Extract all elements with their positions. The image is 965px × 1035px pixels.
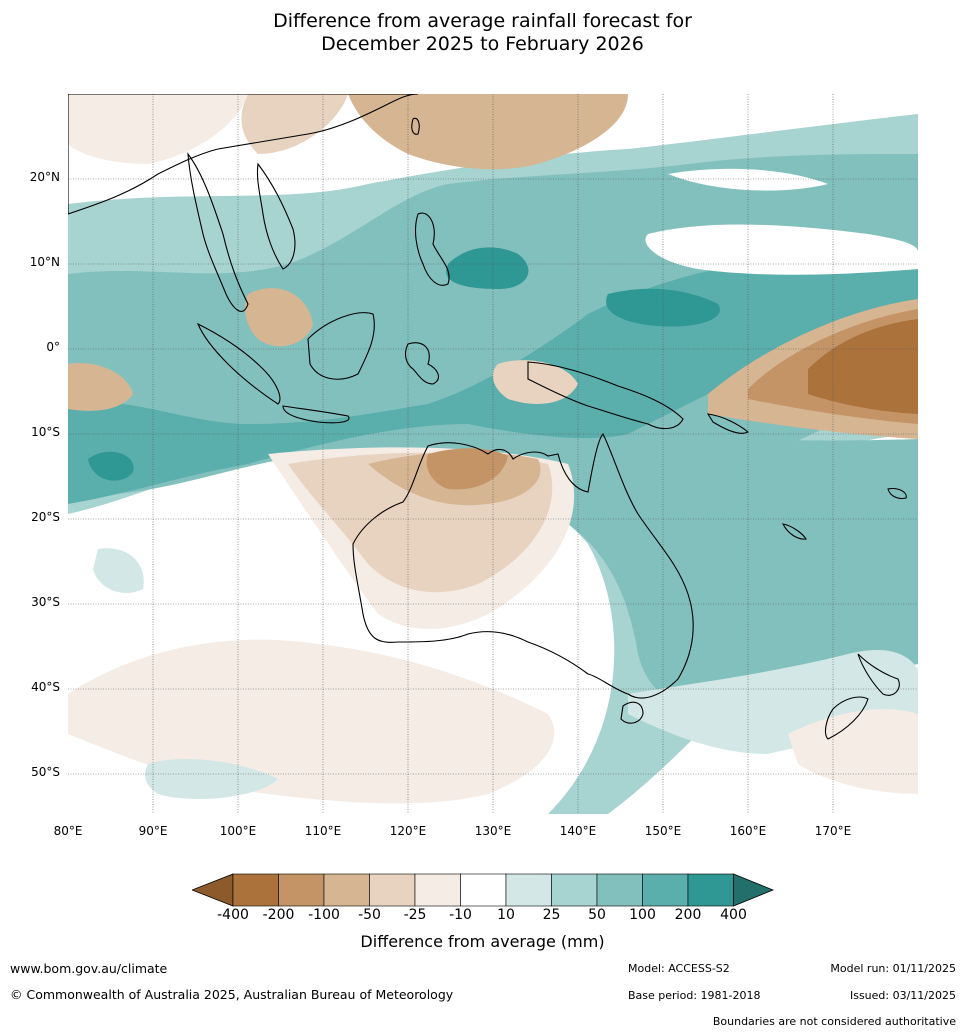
lat-label-0: 0°: [46, 340, 60, 354]
lat-label-50s: 50°S: [31, 765, 60, 779]
lon-label-100e: 100°E: [219, 824, 257, 838]
shade-dry-north: [348, 94, 628, 170]
coastlines: [68, 94, 907, 740]
shade-white-north-pacific: [645, 224, 918, 275]
footer-model-run: Model run: 01/11/2025: [830, 962, 956, 975]
coast-solomon: [706, 413, 750, 434]
shade-wet-core-1: [446, 247, 529, 289]
legend-tick-label: -50: [358, 907, 381, 923]
legend-tick-label: -25: [403, 907, 427, 923]
legend-tick-label: -10: [449, 907, 472, 923]
coast-new-zealand-north: [857, 653, 900, 696]
legend-tick-label: 10: [497, 907, 515, 923]
legend-colorbar: [190, 873, 775, 907]
shade-wet-southern-patch: [145, 759, 278, 799]
footer-disclaimer: Boundaries are not considered authoritat…: [712, 1015, 956, 1028]
title-line-2: December 2025 to February 2026: [321, 33, 644, 55]
shade-dry-pacific-core: [808, 319, 918, 414]
legend-tick-label: -400: [217, 907, 249, 923]
rainfall-map: [68, 94, 918, 814]
lat-label-40s: 40°S: [31, 680, 60, 694]
coast-sulawesi: [404, 342, 439, 385]
coast-sumatra: [196, 322, 281, 405]
lon-label-120e: 120°E: [389, 824, 427, 838]
shade-wet-indian-patch: [93, 548, 144, 593]
colorbar-arrow-right: [733, 873, 775, 907]
shade-dry-north-left: [68, 94, 248, 164]
lon-label-140e: 140°E: [559, 824, 597, 838]
coast-new-caledonia: [782, 523, 807, 540]
lon-label-170e: 170°E: [814, 824, 852, 838]
colorbar-bin-4: [369, 873, 416, 907]
lat-label-30s: 30°S: [31, 595, 60, 609]
lon-label-130e: 130°E: [474, 824, 512, 838]
footer-website: www.bom.gov.au/climate: [10, 961, 168, 976]
colorbar-svg: [190, 873, 775, 907]
lat-label-20n: 20°N: [29, 170, 60, 184]
legend-tick-label: 100: [629, 907, 656, 923]
colorbar-bin-8: [551, 873, 598, 907]
coast-mainland-asia: [68, 94, 419, 215]
lon-label-160e: 160°E: [729, 824, 767, 838]
footer-copyright: © Commonwealth of Australia 2025, Austra…: [10, 987, 454, 1002]
colorbar-bin-10: [642, 873, 689, 907]
legend-tick-label: 400: [720, 907, 747, 923]
shade-dry-southern-east: [788, 709, 918, 794]
shade-wet-core-2: [606, 288, 720, 327]
colorbar-bin-1: [232, 873, 279, 907]
shade-dry-indian-west: [68, 363, 133, 411]
colorbar-bin-2: [278, 873, 325, 907]
legend-tick-label: 50: [588, 907, 606, 923]
colorbar-bin-9: [596, 873, 643, 907]
colorbar-bin-3: [323, 873, 370, 907]
colorbar-bin-7: [505, 873, 552, 907]
coast-indochina: [187, 152, 249, 312]
shade-dry-australia-core: [426, 448, 508, 490]
coast-fiji: [887, 488, 907, 500]
colorbar-bin-5: [414, 873, 461, 907]
colorbar-bin-6: [460, 873, 507, 907]
coast-tasmania: [620, 701, 644, 724]
lat-label-10n: 10°N: [29, 255, 60, 269]
shade-dry-north-light: [241, 94, 348, 154]
coast-java: [282, 405, 350, 424]
coast-new-guinea: [527, 361, 684, 430]
shade-wet-core-3: [88, 451, 134, 481]
shade-dry-borneo: [245, 288, 313, 347]
lon-label-80e: 80°E: [53, 824, 83, 838]
footer-base-period: Base period: 1981-2018: [628, 989, 761, 1002]
coast-taiwan: [411, 117, 420, 135]
legend-tick-label: 200: [674, 907, 702, 923]
legend-tick-label: -200: [262, 907, 295, 923]
lon-label-110e: 110°E: [304, 824, 342, 838]
chart-title: Difference from average rainfall forecas…: [0, 10, 965, 56]
legend-title: Difference from average (mm): [360, 932, 605, 951]
gridlines: [68, 94, 918, 814]
lon-label-150e: 150°E: [644, 824, 682, 838]
coast-new-zealand-south: [824, 696, 869, 740]
lat-label-20s: 20°S: [31, 510, 60, 524]
coast-philippines: [414, 212, 450, 286]
lat-label-10s: 10°S: [31, 425, 60, 439]
colorbar-bin-11: [687, 873, 734, 907]
map-svg: [68, 94, 918, 814]
colorbar-arrow-left: [190, 873, 234, 907]
lon-label-90e: 90°E: [138, 824, 168, 838]
footer-model: Model: ACCESS-S2: [628, 962, 730, 975]
coast-australia: [352, 433, 694, 699]
coast-borneo: [307, 312, 375, 380]
coast-vietnam: [256, 162, 296, 270]
legend-tick-label: 25: [542, 907, 561, 923]
title-line-1: Difference from average rainfall forecas…: [273, 10, 692, 32]
legend-tick-label: -100: [308, 907, 340, 923]
footer-issued: Issued: 03/11/2025: [849, 989, 956, 1002]
